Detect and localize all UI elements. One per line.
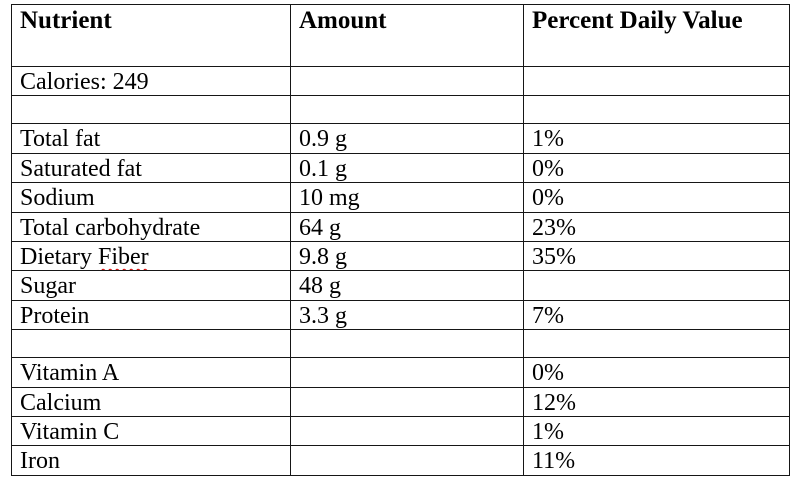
nutrient-cell: Dietary Fiber (11, 240, 291, 272)
pdv-cell (523, 95, 790, 125)
table-row: Sugar 48 g (11, 270, 790, 301)
table-row: Total fat 0.9 g 1% (11, 123, 790, 154)
pdv-cell: 0% (523, 182, 790, 213)
pdv-cell: 0% (523, 152, 790, 184)
nutrition-table: Nutrient Amount Percent Daily Value Calo… (11, 4, 790, 476)
nutrient-cell (11, 329, 291, 359)
table-row: Vitamin C 1% (11, 415, 790, 447)
nutrient-cell: Total carbohydrate (11, 211, 291, 242)
misspelled-word: Fiber (97, 243, 149, 270)
amount-cell (290, 95, 524, 125)
amount-cell (290, 65, 524, 97)
table-row: Vitamin A 0% (11, 357, 790, 388)
table-row: Protein 3.3 g 7% (11, 299, 790, 331)
amount-cell: 64 g (290, 211, 524, 242)
amount-cell: 9.8 g (290, 240, 524, 272)
table-row: Sodium 10 mg 0% (11, 182, 790, 213)
amount-cell: 48 g (290, 270, 524, 301)
amount-cell: 0.1 g (290, 152, 524, 184)
pdv-cell: 7% (523, 299, 790, 331)
table-header: Nutrient Amount Percent Daily Value (11, 4, 790, 67)
nutrient-cell: Total fat (11, 123, 291, 154)
nutrient-cell: Calcium (11, 386, 291, 417)
nutrient-cell (11, 95, 291, 125)
pdv-cell: 0% (523, 357, 790, 388)
amount-cell (290, 386, 524, 417)
amount-cell: 3.3 g (290, 299, 524, 331)
pdv-cell: 1% (523, 123, 790, 154)
nutrient-cell: Protein (11, 299, 291, 331)
pdv-cell (523, 329, 790, 359)
nutrient-cell: Sugar (11, 270, 291, 301)
nutrient-cell: Calories: 249 (11, 65, 291, 97)
table-body: Calories: 249 Total fat 0.9 g 1% Saturated f… (11, 65, 790, 476)
table-row: Saturated fat 0.1 g 0% (11, 152, 790, 184)
amount-cell (290, 357, 524, 388)
column-header-nutrient: Nutrient (11, 4, 291, 67)
amount-cell (290, 415, 524, 447)
pdv-cell (523, 270, 790, 301)
amount-cell (290, 329, 524, 359)
nutrient-text: Dietary (20, 243, 98, 270)
table-row: Iron 11% (11, 445, 790, 476)
column-header-amount: Amount (290, 4, 524, 67)
pdv-cell: 1% (523, 415, 790, 447)
amount-cell: 10 mg (290, 182, 524, 213)
column-header-percent-daily-value: Percent Daily Value (523, 4, 790, 67)
pdv-cell: 23% (523, 211, 790, 242)
table-row: Calcium 12% (11, 386, 790, 417)
nutrient-cell: Sodium (11, 182, 291, 213)
nutrient-cell: Iron (11, 445, 291, 476)
table-row: Calories: 249 (11, 65, 790, 97)
amount-cell (290, 445, 524, 476)
amount-cell: 0.9 g (290, 123, 524, 154)
nutrient-cell: Vitamin C (11, 415, 291, 447)
table-row: Dietary Fiber 9.8 g 35% (11, 240, 790, 272)
pdv-cell: 12% (523, 386, 790, 417)
pdv-cell: 35% (523, 240, 790, 272)
table-row (11, 329, 790, 359)
header-row: Nutrient Amount Percent Daily Value (11, 4, 790, 67)
nutrient-cell: Vitamin A (11, 357, 291, 388)
pdv-cell (523, 65, 790, 97)
pdv-cell: 11% (523, 445, 790, 476)
nutrient-cell: Saturated fat (11, 152, 291, 184)
table-row: Total carbohydrate 64 g 23% (11, 211, 790, 242)
table-row (11, 95, 790, 125)
